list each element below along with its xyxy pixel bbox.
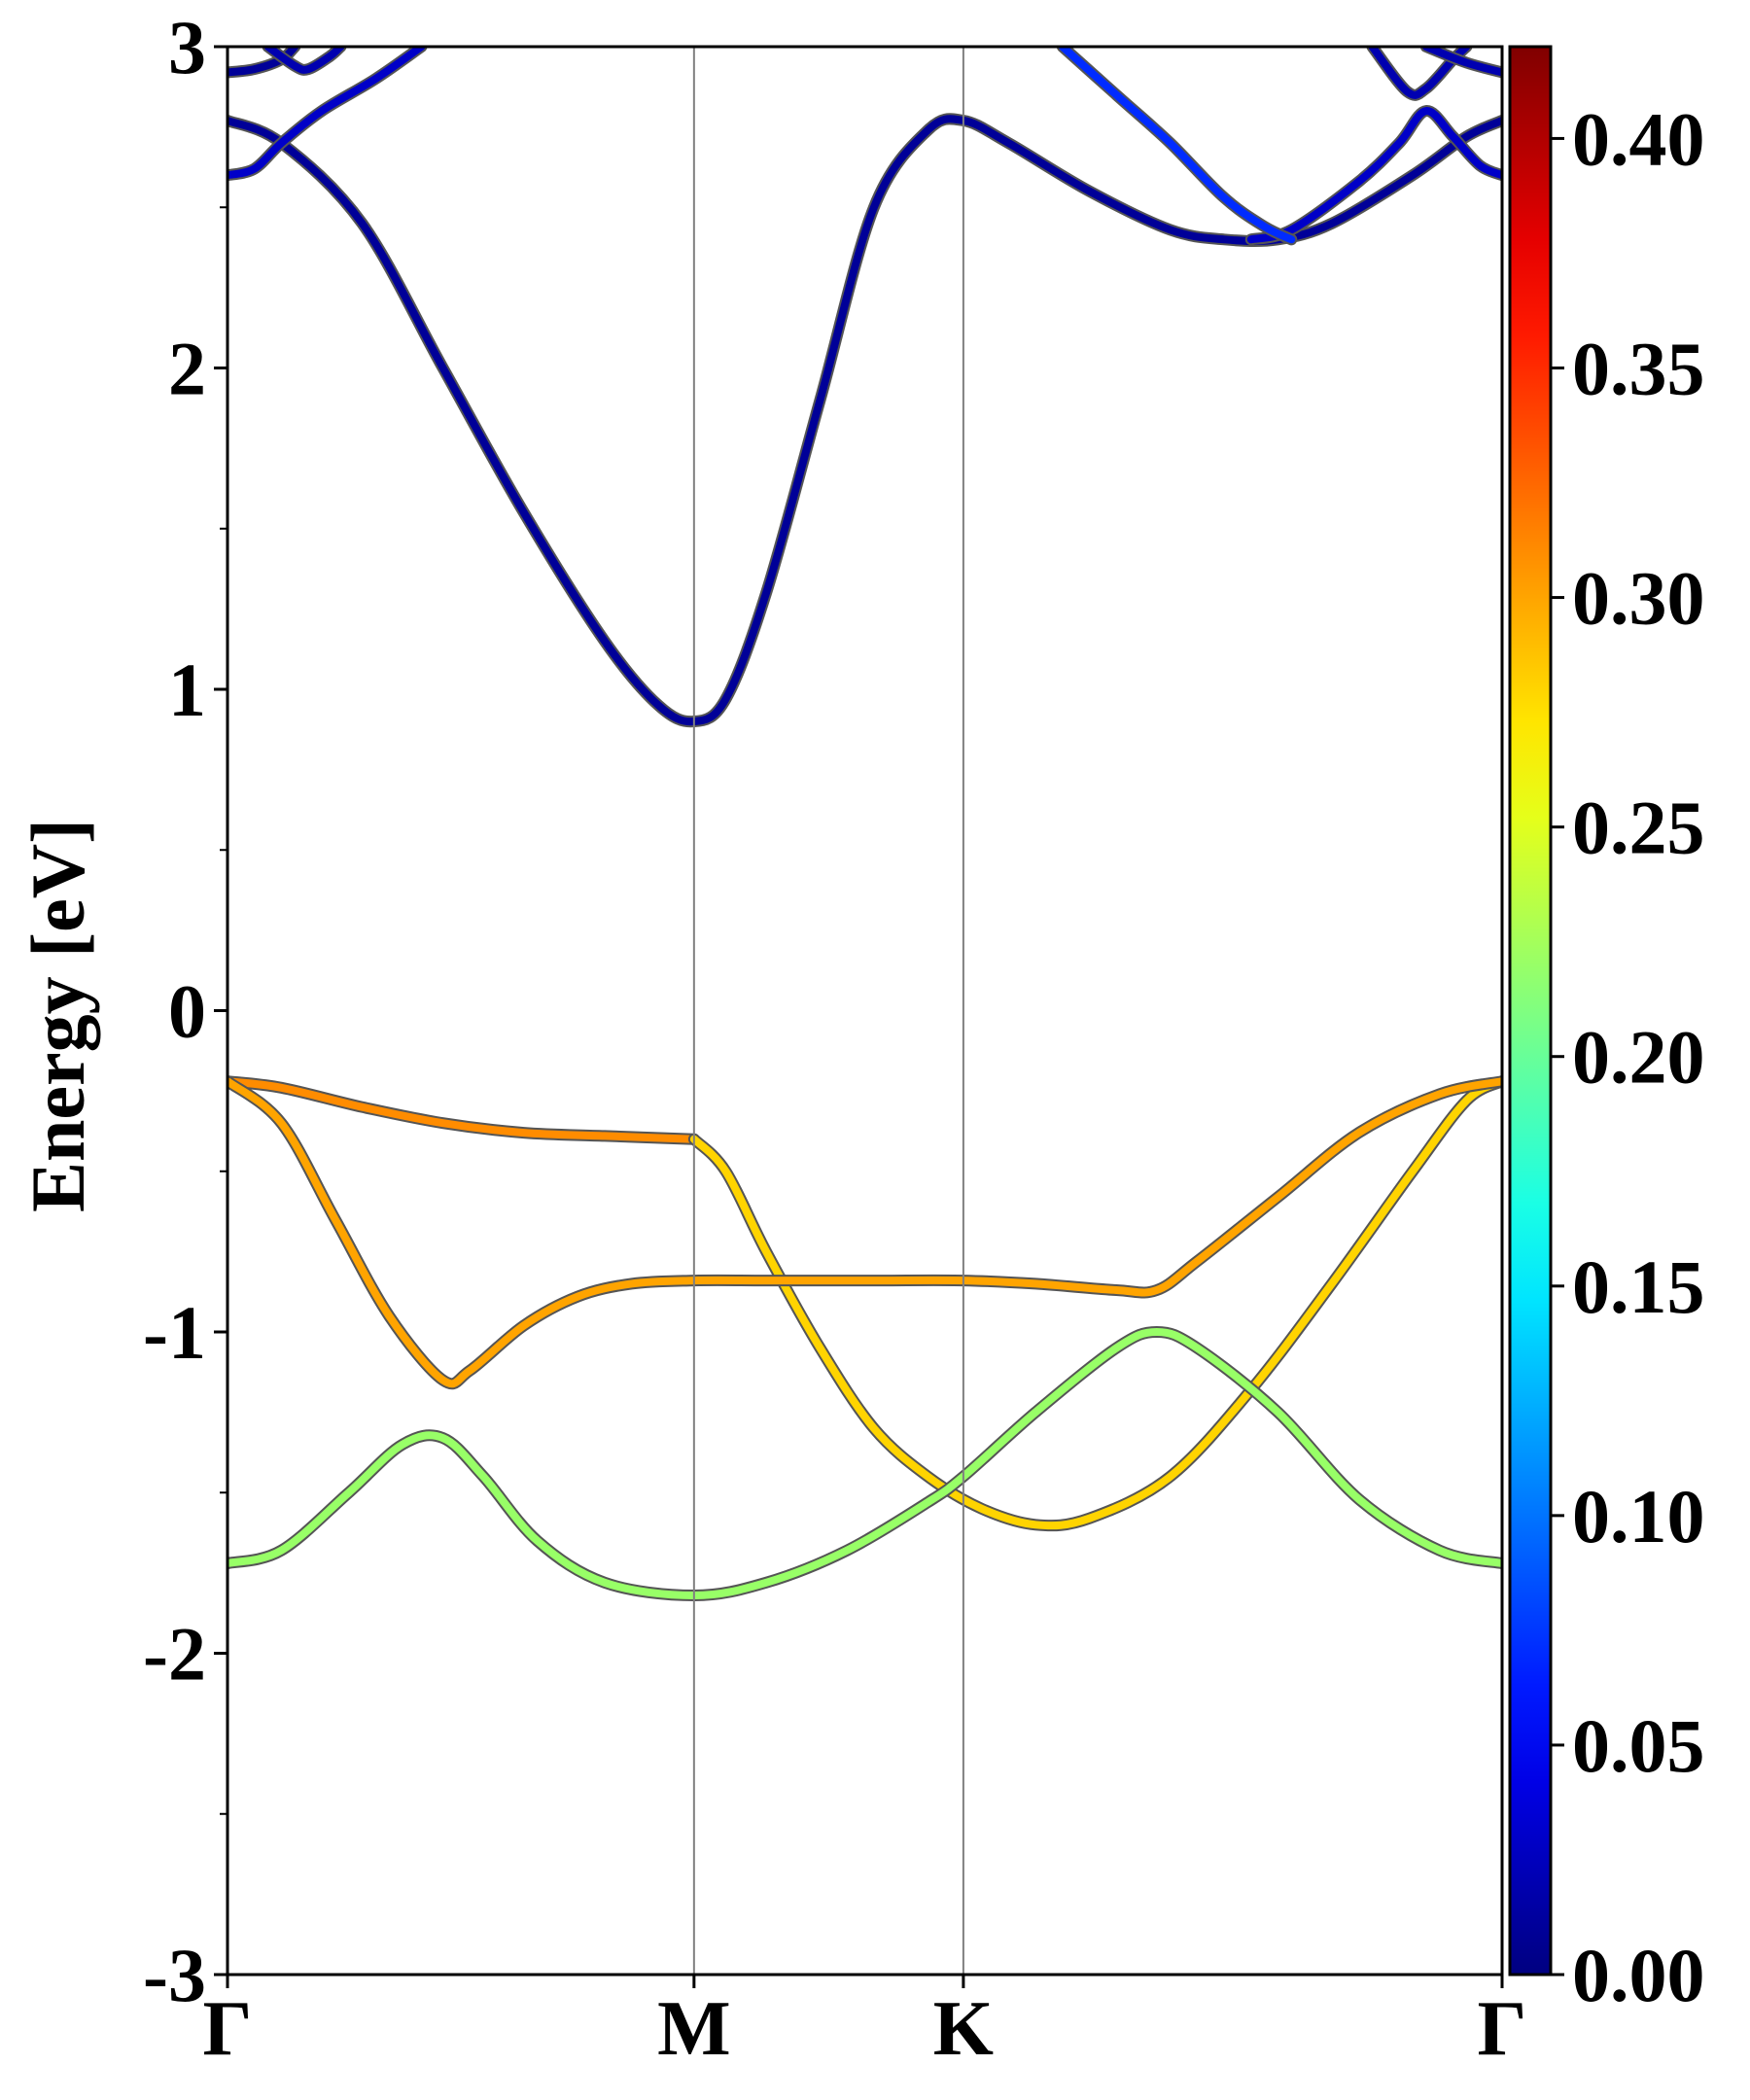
band-8 (1056, 47, 1298, 246)
y-axis-label: Energy [eV] (16, 819, 100, 1212)
y-tick-label: 0 (168, 969, 206, 1054)
y-tick-label: -1 (143, 1290, 206, 1375)
y-tick-label: 1 (168, 648, 206, 732)
band-line (228, 47, 299, 77)
kpoint-label: Γ (203, 1986, 253, 2072)
colorbar-tick-label: 0.35 (1572, 327, 1705, 411)
band-11 (228, 1075, 1502, 1390)
band-line (228, 47, 426, 180)
band-line (228, 1077, 1502, 1388)
band-9 (228, 1075, 700, 1145)
y-axis: -3 -2 -1 0 1 2 3 (143, 5, 228, 2017)
kpoint-label: Γ (1478, 1986, 1527, 2072)
band-line (228, 1328, 1502, 1599)
y-tick-label: 2 (168, 327, 206, 411)
band-7 (1419, 47, 1502, 79)
colorbar-tick-label: 0.40 (1572, 96, 1705, 181)
band-5 (262, 47, 347, 76)
colorbar (1508, 45, 1553, 1977)
plot-frame (226, 45, 1504, 1977)
colorbar-tick-label: 0.15 (1572, 1244, 1705, 1329)
colorbar-tick-label: 0.00 (1572, 1933, 1705, 2017)
band-line (1246, 107, 1502, 244)
band-line (263, 47, 345, 74)
band-outline (228, 113, 1502, 728)
colorbar-tick-label: 0.25 (1572, 786, 1705, 870)
band-4 (228, 47, 301, 79)
kpoint-label: M (657, 1986, 731, 2072)
band-outline (1244, 105, 1502, 246)
band-line (228, 1077, 698, 1143)
band-outline (228, 1326, 1502, 1601)
band-line (1058, 47, 1296, 244)
band-line (228, 115, 1502, 726)
high-symmetry-lines (692, 47, 964, 1975)
colorbar-tick-label: 0.05 (1572, 1703, 1705, 1788)
band-lines (228, 47, 1502, 1601)
band-line (689, 1077, 1502, 1530)
band-line (1421, 47, 1502, 77)
band-12 (228, 1326, 1502, 1601)
band-1 (228, 113, 1502, 728)
colorbar-ticks: 0.00 0.05 0.10 0.15 0.20 0.25 0.30 0.35 0.40 (1551, 96, 1705, 2017)
band-outline (687, 1075, 1502, 1532)
y-tick-label: -3 (143, 1933, 206, 2017)
band-10 (687, 1075, 1502, 1532)
y-tick-label: 3 (168, 5, 206, 89)
colorbar-tick-label: 0.10 (1572, 1474, 1705, 1558)
band-3 (1244, 105, 1502, 246)
band-2 (228, 47, 428, 182)
colorbar-tick-label: 0.20 (1572, 1015, 1705, 1100)
kpoint-label: K (933, 1986, 994, 2072)
band-outline (228, 1075, 1502, 1390)
y-tick-label: -2 (143, 1612, 206, 1697)
colorbar-tick-label: 0.30 (1572, 556, 1705, 641)
